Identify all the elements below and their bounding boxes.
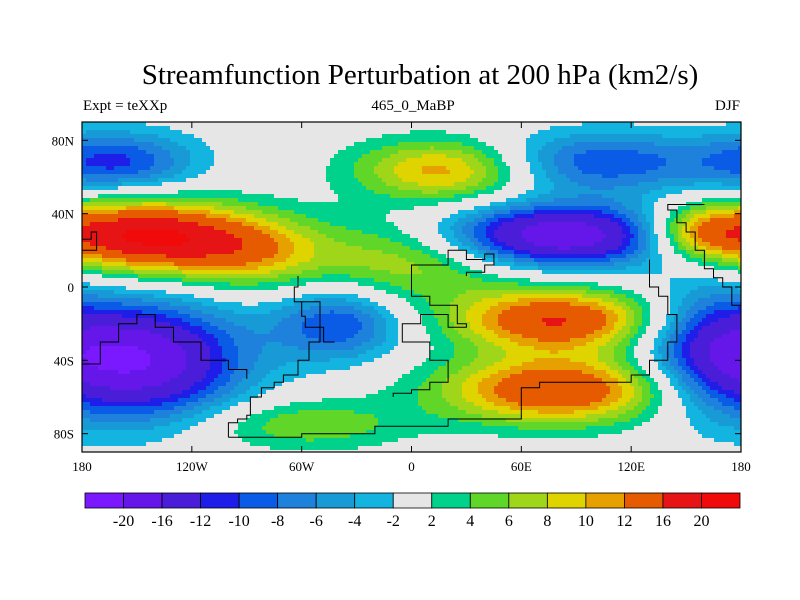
colorbar-box — [585, 492, 625, 509]
contour-field — [82, 122, 741, 452]
x-tick-label: 0 — [408, 459, 415, 474]
colorbar-box — [431, 492, 471, 509]
x-tick-label: 180 — [72, 459, 92, 474]
colorbar-label: -6 — [310, 513, 323, 530]
y-tick-label: 40N — [52, 207, 75, 222]
coastline-segment — [82, 231, 98, 260]
y-tick-label: 0 — [68, 280, 75, 295]
colorbar-box — [315, 492, 356, 509]
x-tick-label: 120E — [617, 459, 645, 474]
colorbar-box — [354, 492, 394, 509]
coastline-segment — [392, 249, 495, 397]
coastline-segment — [228, 406, 522, 438]
colorbar-label: 12 — [616, 513, 632, 530]
y-tick-label: 80N — [52, 133, 75, 148]
y-axis: 80N 40N 0 40S 80S — [52, 133, 741, 442]
colorbar-label: 10 — [578, 513, 594, 530]
colorbar-label: 4 — [466, 513, 474, 530]
colorbar: -20 -16 -12 -10 -8 -6 -4 -2 2 4 6 8 10 12 16 20 — [84, 492, 741, 530]
coastline — [82, 204, 741, 438]
colorbar-label: 6 — [505, 513, 513, 530]
x-tick-label: 120W — [176, 459, 209, 474]
right-subtitle: DJF — [714, 98, 740, 114]
x-tick-label: 60E — [511, 459, 532, 474]
colorbar-box — [662, 492, 702, 509]
center-subtitle: 465_0_MaBP — [371, 98, 455, 114]
colorbar-box — [546, 492, 587, 509]
chart-title: Streamfunction Perturbation at 200 hPa (… — [141, 59, 699, 91]
left-subtitle: Expt = teXXp — [83, 98, 168, 114]
colorbar-box — [161, 492, 201, 509]
colorbar-box — [84, 492, 124, 509]
colorbar-box — [508, 492, 548, 509]
colorbar-label: -4 — [348, 513, 361, 530]
x-tick-label: 180 — [731, 459, 751, 474]
colorbar-label: -20 — [113, 513, 134, 530]
colorbar-label: -16 — [151, 513, 172, 530]
colorbar-box — [123, 492, 163, 509]
colorbar-label: -10 — [228, 513, 249, 530]
colorbar-label: -12 — [190, 513, 211, 530]
colorbar-box — [200, 492, 240, 509]
colorbar-box — [238, 492, 279, 509]
colorbar-box — [469, 492, 510, 509]
colorbar-label: -2 — [387, 513, 400, 530]
y-tick-label: 40S — [54, 353, 74, 368]
x-tick-label: 60W — [289, 459, 315, 474]
y-tick-label: 80S — [54, 427, 74, 442]
colorbar-box — [624, 492, 664, 509]
colorbar-box — [277, 492, 317, 509]
colorbar-box — [392, 492, 433, 509]
colorbar-label: 2 — [428, 513, 436, 530]
colorbar-label: 8 — [543, 513, 551, 530]
colorbar-box — [701, 492, 741, 509]
coastline-segment — [227, 276, 321, 438]
colorbar-label: 20 — [693, 513, 709, 530]
coastline-segment — [667, 204, 741, 315]
coastline-segment — [82, 314, 248, 379]
colorbar-label: 16 — [655, 513, 671, 530]
colorbar-label: -8 — [271, 513, 284, 530]
coastline-segment — [520, 259, 678, 407]
x-axis: 180 120W 60W 0 60E 120E 180 — [72, 122, 751, 474]
coastline-segment — [301, 301, 335, 343]
